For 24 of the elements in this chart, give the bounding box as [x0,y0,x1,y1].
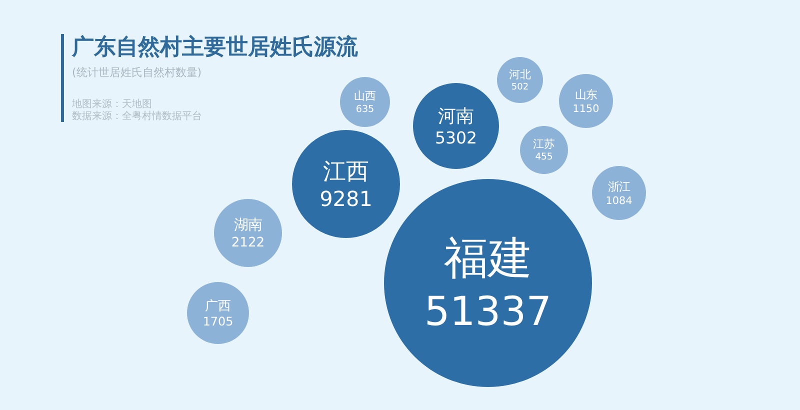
category-label: 江西 [323,158,369,185]
category-label: 河北 [509,68,531,81]
data-label: 1705 [202,314,234,329]
category-label: 江苏 [533,138,555,151]
data-label: 502 [511,82,529,92]
data-label: 51337 [424,289,552,335]
category-label: 浙江 [608,179,630,194]
category-label: 福建 [444,233,532,284]
text: 广东自然村主要世居姓氏源流 [71,34,359,60]
data-label: 9281 [320,186,372,211]
data-label: 5302 [434,128,478,148]
text: (统计世居姓氏自然村数量) [72,66,202,79]
data-label: 2122 [231,236,265,251]
category-label: 河南 [438,106,474,127]
category-label: 湖南 [234,218,262,234]
source-note: 数据来源：全粤村情数据平台 [72,110,202,122]
data-label: 635 [356,104,374,116]
text: 地图来源：天地图 [71,98,152,110]
category-label: 山西 [354,90,376,103]
data-label: 1084 [606,194,633,207]
category-label: 广西 [205,299,231,314]
data-label: 455 [535,152,553,163]
data-label: 1150 [572,102,600,115]
category-label: 山东 [575,87,597,102]
